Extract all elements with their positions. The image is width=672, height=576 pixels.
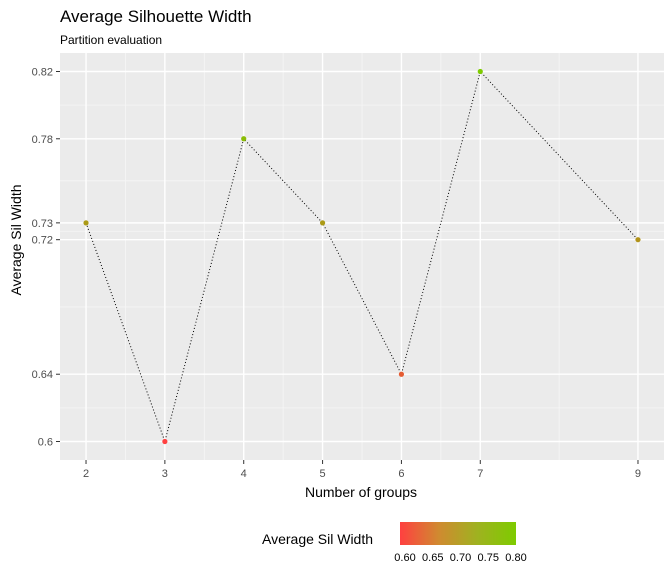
y-tick-label: 0.72 (32, 235, 53, 247)
x-tick-label: 2 (83, 468, 89, 480)
data-point (398, 371, 405, 377)
x-tick-label: 7 (477, 468, 483, 480)
x-tick-label: 3 (162, 468, 168, 480)
legend-title: Average Sil Width (262, 531, 374, 547)
data-point (477, 68, 483, 75)
data-point (241, 136, 247, 142)
y-axis-ticks: 0.6 0.64 0.72 0.73 0.78 0.82 (32, 67, 60, 449)
y-tick-label: 0.73 (32, 218, 53, 230)
x-tick-label: 5 (320, 468, 326, 480)
legend-tick-label: 0.80 (505, 552, 527, 564)
x-axis-label: Number of groups (304, 484, 418, 500)
x-tick-label: 6 (398, 468, 404, 480)
legend-colorbar (400, 522, 516, 545)
legend-tick-label: 0.60 (394, 552, 416, 564)
minor-gridlines (60, 53, 664, 460)
x-tick-label: 9 (635, 468, 641, 480)
y-tick-label: 0.64 (32, 369, 53, 381)
y-tick-label: 0.82 (32, 67, 53, 79)
y-axis-label: Average Sil Width (8, 184, 24, 296)
data-point (635, 237, 641, 243)
chart-title: Average Silhouette Width (60, 7, 252, 26)
data-points (83, 68, 641, 445)
legend-tick-label: 0.65 (422, 552, 444, 564)
data-point (83, 220, 89, 226)
major-gridlines (60, 53, 664, 460)
y-tick-label: 0.78 (32, 134, 53, 146)
y-tick-label: 0.6 (38, 437, 53, 449)
legend-tick-label: 0.75 (477, 552, 499, 564)
x-axis-ticks: 2 3 4 5 6 7 9 (83, 460, 641, 480)
data-point (319, 220, 326, 226)
x-tick-label: 4 (241, 468, 247, 480)
legend-tick-label: 0.70 (449, 552, 472, 564)
data-point (162, 438, 168, 445)
chart-subtitle: Partition evaluation (60, 33, 163, 47)
